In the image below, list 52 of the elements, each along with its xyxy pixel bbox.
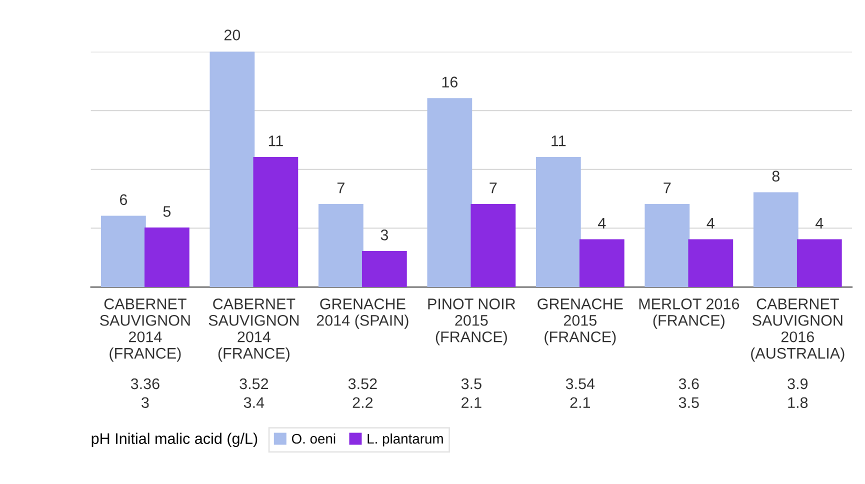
x-tick-label: CABERNET SAUVIGNON 2016 (AUSTRALIA) [751,298,844,362]
bar [688,239,734,288]
legend-label: L. plantarum [368,433,443,446]
x-tick-label: GRENACHE 2014 (SPAIN) [316,298,408,329]
data-label: 3 [380,230,388,240]
bar [427,98,472,288]
text: 3.5 [461,378,482,390]
data-label: 5 [163,206,171,217]
bar [210,52,255,288]
text: pH Initial malic acid (g/L) [92,432,258,448]
x-tick-label: GRENACHE 2015 (FRANCE) [538,298,623,346]
data-label: 16 [442,76,458,88]
x-tick-label: PINOT NOIR 2015 (FRANCE) [428,298,516,346]
text: 3.36 [130,378,160,390]
bar [753,192,798,288]
bar [796,239,842,288]
text: 2.1 [462,397,482,408]
text: 1.8 [788,397,808,408]
text: 3 [142,397,149,408]
data-label: 8 [772,170,780,182]
x-tick-label: CABERNET SAUVIGNON 2014 (FRANCE) [100,298,190,362]
text: 3.52 [240,378,268,390]
bar [101,216,146,288]
data-label: 7 [490,182,497,194]
data-label: 20 [224,30,240,40]
text: 3.52 [348,378,377,390]
x-tick-label: MERLOT 2016 (FRANCE) [639,298,740,329]
bar [536,156,581,288]
data-label: 4 [816,218,824,228]
text: 2.1 [570,397,590,408]
bar [579,239,624,288]
bar [144,228,190,288]
text: 3.5 [678,397,699,408]
data-label: 6 [120,194,128,206]
bar [362,251,407,288]
text: 3.4 [244,397,264,408]
legend-label: O. oeni [292,433,336,444]
data-label: 4 [706,218,714,228]
data-label: 7 [337,182,344,194]
data-label: 4 [598,218,606,228]
bar [470,204,516,288]
bar [253,156,298,288]
text: 2.2 [352,397,373,408]
data-label: 7 [664,182,671,194]
bar [318,204,364,288]
x-tick-label: CABERNET SAUVIGNON 2014 (FRANCE) [208,298,299,362]
data-label: 11 [552,136,566,146]
data-label: 11 [268,136,283,146]
bar [644,204,690,288]
text: 3.9 [788,378,808,390]
text: 3.6 [678,378,699,390]
text: 3.54 [566,378,595,390]
